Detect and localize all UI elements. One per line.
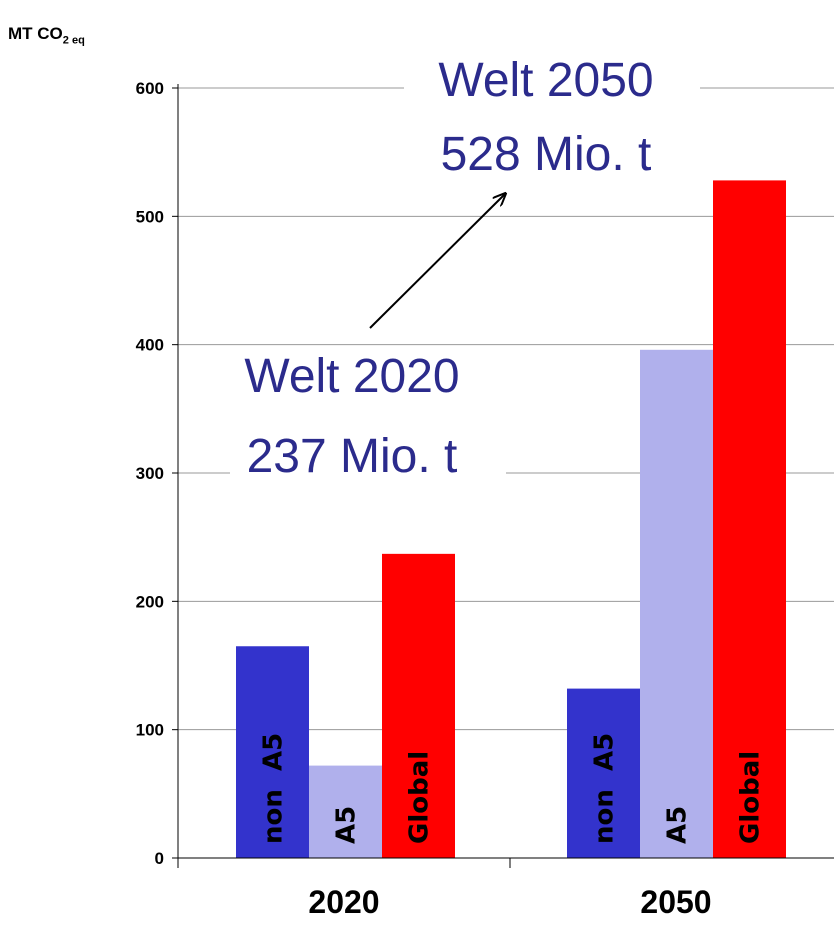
annotations: Welt 2050 528 Mio. t Welt 2020 237 Mio. t — [244, 54, 653, 483]
bar-a5-2020 — [309, 765, 382, 858]
bar-a5-2050 — [640, 349, 713, 858]
y-tick-label: 100 — [136, 721, 164, 740]
bar-label: Global — [736, 751, 766, 844]
bar-label: A5 — [663, 806, 693, 844]
y-tick-label: 500 — [136, 207, 164, 226]
bar-label: A5 — [332, 806, 362, 844]
y-tick-label: 0 — [155, 849, 164, 868]
annotation-arrow — [369, 194, 505, 329]
bar-global-2020 — [382, 553, 455, 858]
bar-non-a5-2020 — [236, 646, 309, 858]
y-tick-label: 600 — [136, 79, 164, 98]
bars: non A5 A5 Global non A5 A5 Global — [236, 180, 786, 858]
annotation-line2: 528 Mio. t — [441, 128, 652, 181]
x-category-label: 2050 — [640, 884, 711, 920]
annotation-line1: Welt 2020 — [244, 350, 459, 403]
y-tick-label: 400 — [136, 336, 164, 355]
y-tick-label: 300 — [136, 464, 164, 483]
bar-label: non A5 — [259, 733, 289, 844]
annotation-line1: Welt 2050 — [438, 54, 653, 107]
bar-non-a5-2050 — [567, 688, 640, 858]
bar-label: Global — [405, 751, 435, 844]
bar-global-2050 — [713, 180, 786, 858]
bar-label: non A5 — [590, 733, 620, 844]
y-tick-label: 200 — [136, 592, 164, 611]
annotation-line2: 237 Mio. t — [247, 430, 458, 483]
x-category-label: 2020 — [308, 884, 379, 920]
axes: 0 100 200 300 400 500 600 2020 2050 — [136, 79, 834, 920]
y-axis-unit-label: MT CO2 eq — [8, 24, 85, 47]
